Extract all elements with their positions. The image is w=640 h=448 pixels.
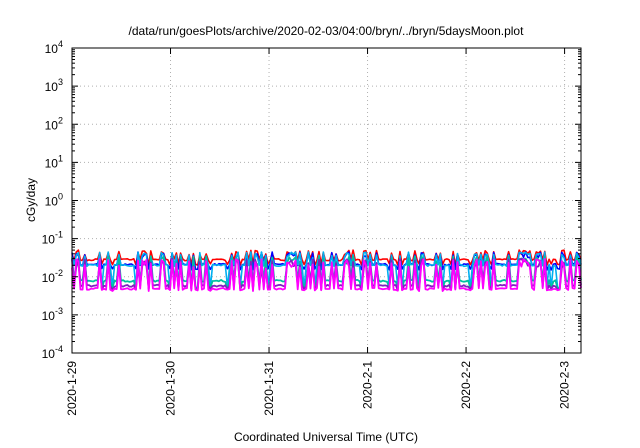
y-tick-label: 101 xyxy=(45,153,63,170)
y-axis-label: cGy/day xyxy=(24,178,38,222)
series-line xyxy=(71,258,582,292)
series-group xyxy=(71,249,582,292)
y-tick-label: 10-1 xyxy=(42,230,63,247)
axis-ticks: 10-4 10-3 10-2 10-1 100 101 102 103 104 2020-1-29… xyxy=(42,39,581,416)
x-tick-label: 2020-2-1 xyxy=(361,361,375,409)
y-tick-label: 100 xyxy=(45,192,63,209)
x-tick-label: 2020-1-29 xyxy=(65,361,79,416)
y-tick-label: 104 xyxy=(45,39,63,56)
series-line xyxy=(71,249,582,266)
chart-title: /data/run/goesPlots/archive/2020-02-03/0… xyxy=(129,24,525,38)
y-tick-label: 103 xyxy=(45,77,63,94)
x-tick-label: 2020-2-3 xyxy=(558,361,572,409)
x-tick-label: 2020-2-2 xyxy=(459,361,473,409)
y-tick-label: 10-2 xyxy=(42,268,63,285)
x-tick-label: 2020-1-30 xyxy=(164,361,178,416)
y-tick-label: 10-4 xyxy=(42,344,63,361)
y-tick-label: 10-3 xyxy=(42,306,63,323)
x-tick-label: 2020-1-31 xyxy=(262,361,276,416)
series-line xyxy=(71,251,582,289)
y-tick-label: 102 xyxy=(45,115,63,132)
grid-lines xyxy=(72,48,581,353)
x-axis-label: Coordinated Universal Time (UTC) xyxy=(234,430,418,444)
